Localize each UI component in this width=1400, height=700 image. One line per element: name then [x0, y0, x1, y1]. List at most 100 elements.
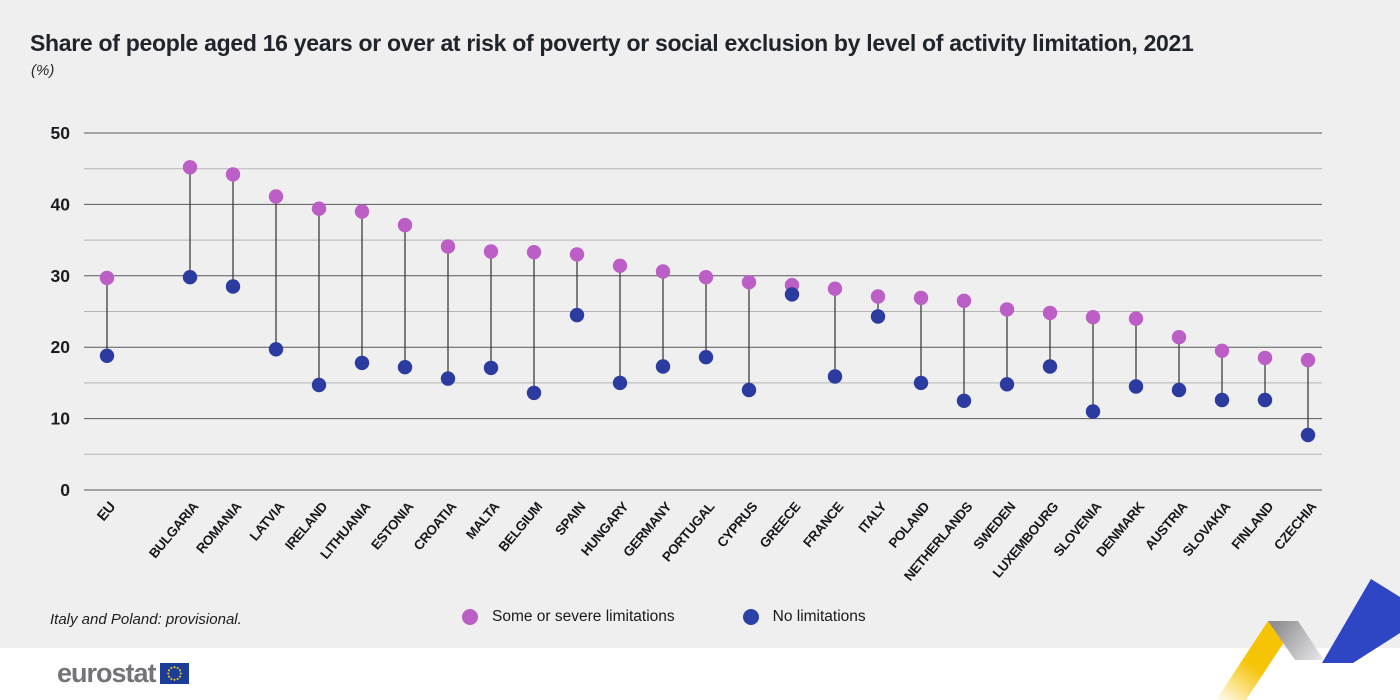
flag-star: [167, 675, 170, 678]
dot-none-FINLAND: [1257, 392, 1273, 408]
dot-some-severe-CZECHIA: [1300, 352, 1316, 368]
footnote: Italy and Poland: provisional.: [50, 611, 242, 628]
dot-none-HUNGARY: [612, 375, 628, 391]
dot-some-severe-FINLAND: [1257, 350, 1273, 366]
no-limitations-swatch-icon: [742, 609, 759, 625]
y-tick-label: 0: [60, 480, 70, 500]
some-severe-limitations-swatch-icon: [462, 609, 478, 625]
x-label-FINLAND: FINLAND: [1229, 499, 1277, 552]
dot-some-severe-ESTONIA: [397, 217, 413, 233]
x-label-BULGARIA: BULGARIA: [146, 499, 202, 561]
legend-label: No limitations: [772, 608, 866, 625]
dot-some-severe-ITALY: [870, 289, 886, 304]
x-label-MALTA: MALTA: [463, 499, 503, 542]
dot-some-severe-LATVIA: [268, 189, 284, 204]
dot-some-severe-PORTUGAL: [698, 270, 714, 285]
dot-none-LATVIA: [268, 342, 284, 357]
dot-none-SLOVENIA: [1085, 404, 1101, 419]
dot-none-POLAND: [913, 375, 929, 391]
dot-some-severe-BULGARIA: [182, 160, 198, 175]
page-title: Share of people aged 16 years or over at…: [30, 30, 1194, 56]
flag-star: [178, 669, 181, 672]
x-label-LATVIA: LATVIA: [247, 499, 288, 544]
dot-some-severe-SLOVENIA: [1085, 310, 1101, 325]
dot-none-ESTONIA: [397, 360, 413, 375]
dot-some-severe-SPAIN: [569, 247, 585, 262]
dot-none-SWEDEN: [999, 377, 1015, 392]
dot-none-NETHERLANDS: [956, 393, 972, 408]
y-tick-label: 10: [51, 409, 71, 429]
x-label-CZECHIA: CZECHIA: [1271, 499, 1320, 553]
dot-some-severe-ROMANIA: [225, 167, 241, 182]
x-label-ROMANIA: ROMANIA: [193, 499, 245, 556]
dot-none-PORTUGAL: [698, 350, 714, 365]
flag-star: [179, 672, 182, 675]
dot-none-EU: [99, 348, 115, 363]
footer-strip: [0, 648, 1400, 700]
flag-star: [178, 675, 181, 678]
x-label-GREECE: GREECE: [757, 499, 804, 551]
x-label-CROATIA: CROATIA: [411, 499, 460, 553]
dot-some-severe-MALTA: [483, 244, 499, 259]
dot-none-SLOVAKIA: [1214, 392, 1230, 408]
dot-some-severe-BELGIUM: [526, 245, 542, 260]
dot-none-IRELAND: [311, 377, 327, 393]
legend-item-some-severe: Some or severe limitations: [462, 608, 675, 626]
unit-label: (%): [31, 62, 55, 79]
dot-some-severe-EU: [99, 270, 115, 286]
y-tick-label: 40: [51, 194, 71, 214]
y-tick-label: 50: [51, 123, 71, 143]
chart-legend: Some or severe limitations No limitation…: [462, 608, 924, 626]
flag-star: [172, 666, 176, 669]
x-label-POLAND: POLAND: [886, 499, 933, 551]
dot-none-MALTA: [483, 360, 499, 376]
y-tick-label: 30: [51, 266, 71, 286]
flag-star: [169, 677, 172, 681]
dot-none-ROMANIA: [225, 279, 241, 294]
x-label-CYPRUS: CYPRUS: [714, 499, 760, 550]
x-label-EU: EU: [94, 499, 119, 524]
dot-none-LUXEMBOURG: [1042, 359, 1058, 374]
dot-none-DENMARK: [1128, 379, 1144, 394]
eurostat-logo: eurostat: [57, 658, 189, 689]
dot-none-GERMANY: [655, 359, 671, 374]
dot-some-severe-CYPRUS: [741, 275, 757, 290]
dot-some-severe-SLOVAKIA: [1214, 343, 1230, 358]
dot-some-severe-CROATIA: [440, 239, 456, 254]
dot-some-severe-LITHUANIA: [354, 204, 370, 219]
dot-some-severe-POLAND: [913, 290, 929, 306]
legend-item-no-limitations: No limitations: [742, 608, 866, 626]
dot-none-SPAIN: [569, 307, 585, 323]
x-label-SPAIN: SPAIN: [552, 499, 588, 538]
x-label-ESTONIA: ESTONIA: [368, 499, 417, 553]
dot-none-CYPRUS: [741, 382, 757, 398]
dot-none-BULGARIA: [182, 270, 198, 285]
dot-some-severe-DENMARK: [1128, 311, 1144, 326]
dot-none-FRANCE: [827, 369, 843, 384]
legend-label: Some or severe limitations: [492, 608, 675, 625]
dot-some-severe-IRELAND: [311, 201, 327, 216]
x-label-ITALY: ITALY: [855, 499, 889, 536]
flag-star: [169, 666, 172, 670]
eurostat-logo-text: eurostat: [57, 658, 157, 688]
x-label-FRANCE: FRANCE: [800, 499, 846, 550]
dot-none-CROATIA: [440, 371, 456, 386]
dot-none-AUSTRIA: [1171, 382, 1187, 398]
dot-some-severe-FRANCE: [827, 281, 843, 296]
flag-star: [176, 666, 179, 670]
flag-star: [172, 678, 176, 681]
dot-none-ITALY: [870, 309, 886, 324]
dot-none-GREECE: [784, 287, 800, 302]
dot-none-CZECHIA: [1300, 427, 1316, 443]
dot-some-severe-LUXEMBOURG: [1042, 305, 1058, 321]
flag-star: [167, 669, 170, 672]
y-tick-label: 20: [51, 337, 71, 357]
dot-some-severe-GERMANY: [655, 264, 671, 279]
eu-flag-icon: [159, 663, 189, 684]
dot-some-severe-SWEDEN: [999, 302, 1015, 317]
dot-some-severe-HUNGARY: [612, 258, 628, 273]
dot-some-severe-NETHERLANDS: [956, 293, 972, 308]
x-label-BELGIUM: BELGIUM: [496, 499, 546, 554]
flag-star: [176, 677, 179, 681]
